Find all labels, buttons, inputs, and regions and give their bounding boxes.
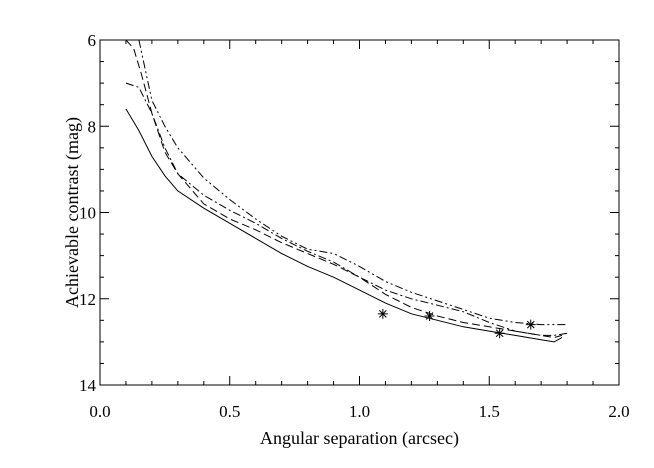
star-marker — [494, 328, 505, 339]
x-tick-label: 0.5 — [219, 402, 240, 421]
x-tick-label: 0.0 — [89, 402, 110, 421]
star-markers — [377, 308, 536, 339]
y-tick-label: 10 — [79, 204, 96, 223]
x-tick-label: 1.5 — [479, 402, 500, 421]
x-axis-label: Angular separation (arcsec) — [260, 428, 459, 449]
star-marker — [525, 319, 536, 330]
y-tick-label: 12 — [79, 290, 96, 309]
y-tick-label: 14 — [79, 376, 97, 395]
star-marker — [424, 311, 435, 321]
y-tick-label: 8 — [88, 117, 97, 136]
series-line-dash-dot-dot — [138, 39, 568, 326]
axis-ticks — [99, 39, 620, 386]
x-tick-label: 1.0 — [349, 402, 370, 421]
star-marker — [377, 308, 388, 319]
series-line-dash-dot — [125, 82, 568, 336]
series-line-dashed — [125, 39, 563, 339]
y-tick-label: 6 — [88, 31, 97, 50]
series-line-solid — [125, 108, 563, 343]
y-axis-label: Achievable contrast (mag) — [62, 117, 83, 308]
tick-labels: 0.0 0.5 1.0 1.5 2.0 6 8 10 12 14 — [79, 31, 630, 421]
series-lines — [125, 39, 568, 343]
x-tick-label: 2.0 — [608, 402, 629, 421]
plot-frame — [99, 39, 620, 386]
